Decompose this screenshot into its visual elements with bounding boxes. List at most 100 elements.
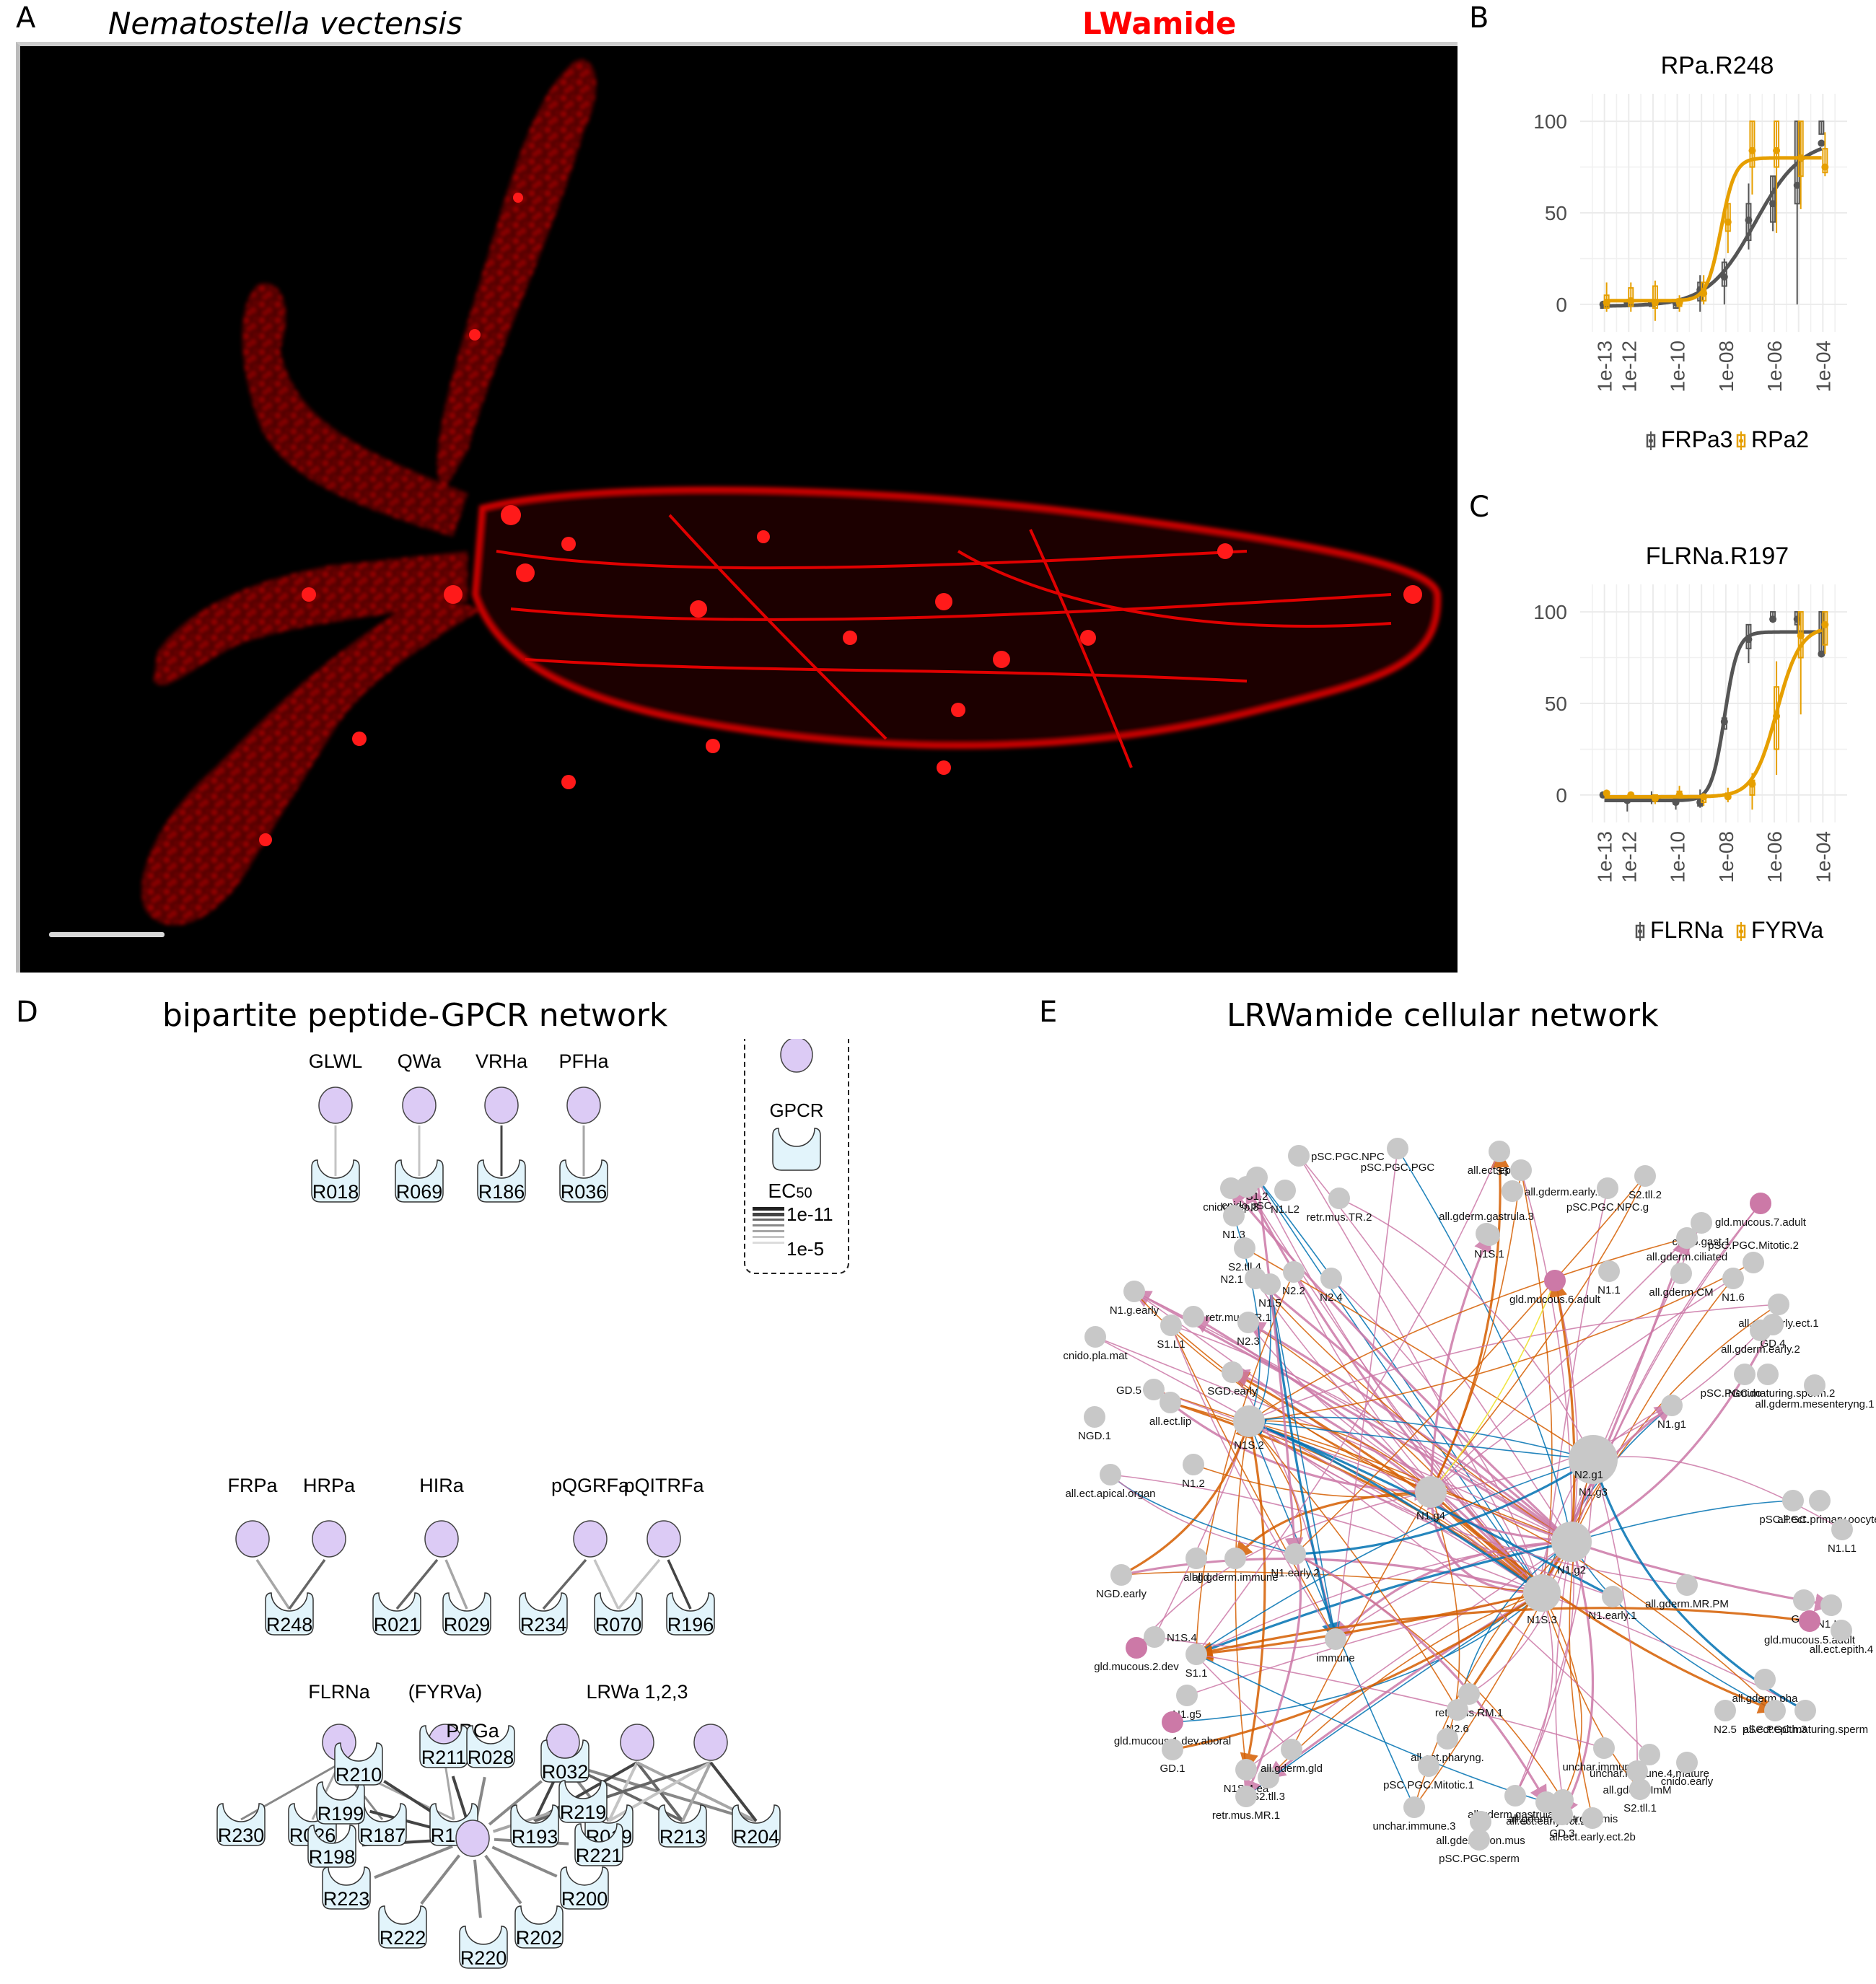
- cell-node-label: gld.mucous.5.adult: [1764, 1634, 1856, 1646]
- cell-node-label: N2.1: [1220, 1273, 1243, 1286]
- legend-item: FYRVa: [1736, 917, 1823, 943]
- ec50-shade: [753, 1207, 784, 1211]
- cell-node: N2.g1: [1574, 1445, 1603, 1481]
- signal-edge: [1266, 1283, 1336, 1640]
- ec50-shade: [753, 1230, 784, 1232]
- cell-node-circle: [1235, 1786, 1257, 1807]
- signal-edge: [1291, 1491, 1432, 1751]
- gpcr-node: R036: [559, 1159, 608, 1203]
- cell-node-circle: [1126, 1637, 1147, 1659]
- cell-node: all.ect.early.ect.2b: [1549, 1807, 1636, 1843]
- cell-node-circle: [1593, 1737, 1615, 1759]
- cell-node-label: cnido.early: [1661, 1775, 1714, 1788]
- binding-edge: [681, 1762, 712, 1822]
- cell-node-circle: [1258, 1767, 1279, 1788]
- series-RPa2: [1603, 120, 1829, 321]
- cell-node-circle: [1110, 1564, 1132, 1586]
- cell-node-circle: [1458, 1683, 1480, 1705]
- cell-node: N2.3: [1237, 1312, 1260, 1348]
- cell-node-label: N1S.2: [1234, 1439, 1264, 1452]
- box: [1822, 148, 1828, 174]
- cell-node-circle: [1804, 1374, 1825, 1396]
- x-tick-label: 1e-04: [1812, 341, 1834, 392]
- x-tick-label: 1e-08: [1715, 341, 1737, 392]
- cell-node-circle: [1220, 1177, 1242, 1199]
- cell-node-circle: [1437, 1728, 1458, 1750]
- signal-edge: [1330, 1277, 1543, 1594]
- gpcr-label: R204: [733, 1826, 780, 1848]
- cell-node: NGD.1: [1078, 1406, 1111, 1442]
- cell-node-label: pSC.PGC.maturing.sperm: [1743, 1724, 1868, 1736]
- gpcr-node: R187: [358, 1803, 407, 1846]
- cell-node-circle: [1470, 1811, 1491, 1832]
- cell-node-circle: [1259, 1273, 1281, 1295]
- cell-node: all.ect.epith.3: [1743, 1700, 1807, 1736]
- cell-node-label: retr.mus.RM.1: [1435, 1707, 1503, 1719]
- cell-node-label: all.ect.early.ect.2b: [1549, 1831, 1636, 1843]
- cell-node-label: N1.early.2: [1271, 1567, 1319, 1579]
- signal-edge: [1335, 1147, 1402, 1640]
- signal-edge: [1170, 1325, 1336, 1641]
- cell-node-label: N1.3: [1222, 1229, 1245, 1241]
- cell-node-circle: [1223, 1205, 1245, 1226]
- peptide-label: GLWL: [309, 1050, 363, 1072]
- panel-b-letter: B: [1469, 1, 1489, 35]
- signal-edge: [1196, 1270, 1295, 1655]
- signal-edge: [1570, 1500, 1794, 1545]
- gpcr-node: R021: [372, 1592, 421, 1636]
- legend-ec50-scale: [753, 1207, 784, 1244]
- y-tick-label: 0: [1556, 294, 1567, 316]
- peptide-node: [693, 1724, 728, 1761]
- cell-node-circle: [1328, 1188, 1350, 1209]
- box: [1628, 287, 1634, 307]
- cell-node-label: N1S.3: [1527, 1614, 1557, 1626]
- cell-node-circle: [1185, 1643, 1207, 1665]
- gpcr-node: R069: [395, 1159, 444, 1203]
- gpcr-node: R234: [519, 1592, 568, 1636]
- cell-node: all.gd: [1183, 1548, 1209, 1584]
- signal-edge: [1592, 1459, 1642, 1773]
- binding-edge: [444, 1763, 455, 1820]
- signal-edge: [1515, 1458, 1598, 1796]
- gpcr-label: R187: [359, 1825, 406, 1846]
- binding-edge: [420, 1854, 461, 1905]
- signal-edge: [1429, 1491, 1777, 1714]
- cell-node-circle: [1578, 1445, 1600, 1467]
- legend-label: RPa2: [1751, 426, 1809, 452]
- cell-node-circle: [1634, 1165, 1656, 1187]
- cell-node-label: cnido.pla.mat: [1063, 1350, 1128, 1362]
- cell-node: pSC.PGC.maturing.sperm: [1743, 1700, 1868, 1736]
- stain-label: LWamide: [1082, 6, 1237, 41]
- gpcr-node: R200: [560, 1866, 609, 1910]
- peptide-label: QWa: [398, 1050, 442, 1072]
- binding-edge: [709, 1761, 758, 1822]
- signal-edge: [1430, 1175, 1647, 1493]
- gpcr-label: R036: [561, 1181, 608, 1203]
- signal-edge: [1110, 1474, 1543, 1594]
- cell-node-circle: [1831, 1620, 1852, 1641]
- data-point: [1769, 615, 1777, 623]
- cell-node-label: N1.2: [1182, 1478, 1205, 1490]
- cell-node-label: retr.mus.TR.2: [1307, 1211, 1372, 1224]
- signal-edge: [1195, 1541, 1572, 1655]
- cell-node: N2.4: [1320, 1268, 1343, 1304]
- data-point: [1603, 789, 1610, 797]
- cell-node-label: S2.tll.3: [1252, 1791, 1285, 1803]
- cell-node-label: S2.tll.2: [1629, 1189, 1662, 1201]
- signal-edge: [1193, 1592, 1543, 1662]
- signal-edge: [1170, 1325, 1336, 1641]
- cell-node-circle: [1222, 1361, 1243, 1383]
- cell-node-label: N1.g3: [1579, 1486, 1608, 1498]
- cell-node-circle: [1676, 1574, 1698, 1596]
- cell-node-circle: [1504, 1785, 1526, 1807]
- cell-node: NGD.early: [1096, 1564, 1147, 1600]
- series-FYRVa: [1603, 611, 1829, 810]
- cell-node: S1.L1: [1157, 1314, 1185, 1351]
- cell-node: SGD.early: [1207, 1361, 1258, 1397]
- signal-edge: [1235, 1421, 1250, 1771]
- cell-node: all.gderm.MR.PM: [1645, 1574, 1729, 1610]
- peptide-node: [646, 1520, 681, 1558]
- cell-node-label: N1.1: [1597, 1284, 1621, 1296]
- signal-edge: [1429, 1233, 1491, 1493]
- cell-node: retr.mus.MR.1: [1212, 1786, 1280, 1822]
